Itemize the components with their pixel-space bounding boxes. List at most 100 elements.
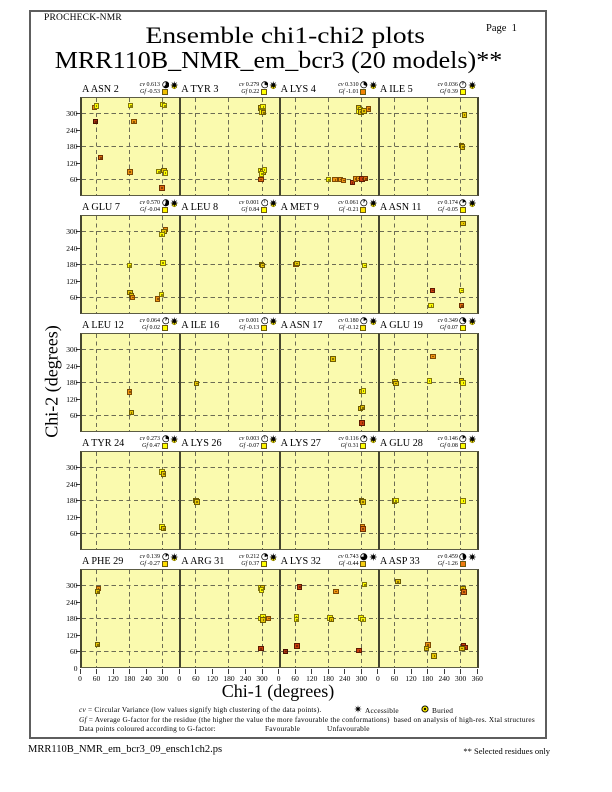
- gf-prefix: Gf: [142, 442, 148, 449]
- gf-prefix: Gf: [338, 88, 345, 95]
- data-point: [194, 499, 200, 505]
- data-point: [424, 645, 430, 651]
- data-point: [97, 154, 104, 161]
- x-tick-label: 60: [192, 674, 200, 683]
- cv-value: cv 0.613: [139, 81, 160, 88]
- residue-label: A ASN 2: [82, 84, 119, 95]
- cv-prefix: cv: [139, 435, 145, 442]
- legend-cv-text: = Circular Variance (low values signify …: [85, 705, 322, 714]
- data-point: [360, 405, 366, 411]
- gf-value: Gf -0.13: [239, 324, 260, 331]
- data-point: [155, 168, 162, 175]
- data-point: [460, 380, 466, 386]
- legend-line-cv: cv = Circular Variance (low values signi…: [79, 705, 321, 714]
- footer-filename: MRR110B_NMR_em_bcr3_09_ensch1ch2.ps: [28, 744, 223, 755]
- legend-accessible-label: Accessible: [365, 705, 399, 715]
- page-border: [29, 10, 547, 739]
- plot-gridline-h: [81, 382, 179, 383]
- data-point: [260, 617, 266, 623]
- x-tick-label: 0: [78, 674, 82, 683]
- gf-square-icon: [459, 88, 466, 95]
- residue-label: A LEU 12: [82, 320, 124, 331]
- plot-gridline-h: [280, 382, 378, 383]
- data-point: [282, 648, 289, 654]
- data-point: [360, 526, 366, 532]
- data-point: [265, 615, 272, 621]
- data-point: [360, 616, 366, 623]
- data-point: [459, 645, 465, 651]
- cv-value: cv 0.061: [338, 199, 359, 206]
- gf-value: Gf -0.04: [140, 206, 160, 213]
- gf-value: Gf -0.27: [140, 560, 160, 567]
- gf-prefix: Gf: [140, 206, 146, 213]
- gf-prefix: Gf: [439, 442, 446, 449]
- cv-value: cv 0.003: [238, 435, 260, 442]
- data-point: [361, 581, 368, 588]
- data-point: [193, 380, 200, 387]
- x-tick-label: 360: [471, 674, 483, 683]
- plot-gridline-h: [180, 533, 279, 534]
- cv-pie-icon: [360, 553, 368, 561]
- y-tick-label: 180: [66, 496, 78, 505]
- data-point: [160, 525, 167, 532]
- data-point: [360, 388, 366, 394]
- gf-value: Gf -0.21: [338, 206, 359, 213]
- x-tick-label: 60: [390, 674, 399, 683]
- x-tick-label: 300: [455, 674, 467, 683]
- plot-gridline-h: [280, 651, 378, 652]
- y-tick-label: 60: [70, 175, 78, 184]
- app-label: PROCHECK-NMR: [44, 13, 122, 23]
- x-tick-label: 0: [376, 674, 380, 683]
- plot-gridline-v: [360, 98, 362, 195]
- cv-prefix: cv: [238, 317, 245, 324]
- plot-gridline-h: [379, 349, 477, 350]
- x-tick-label: 180: [124, 674, 136, 683]
- data-point: [161, 103, 168, 109]
- x-tick-label: 0: [276, 674, 281, 683]
- y-tick-label: 120: [66, 158, 78, 168]
- plot-gridline-v: [360, 216, 362, 313]
- y-tick-label: 60: [70, 529, 78, 538]
- cv-pie-icon: [161, 435, 169, 443]
- data-point: [365, 106, 372, 112]
- data-point: [160, 260, 166, 266]
- y-tick-label: 300: [66, 581, 78, 590]
- data-point: [333, 588, 339, 594]
- cv-pie-icon: [459, 317, 467, 325]
- y-tick-label: 0: [73, 663, 78, 673]
- y-axis-tick: [75, 467, 80, 468]
- cv-pie-icon: [261, 81, 269, 89]
- cv-prefix: cv: [437, 81, 443, 88]
- cv-pie-icon: [459, 553, 467, 561]
- y-axis-tick: [75, 585, 80, 586]
- x-axis-tick: [261, 669, 263, 674]
- x-tick-label: 240: [239, 674, 252, 683]
- y-axis-tick: [75, 349, 80, 350]
- plot-gridline-h: [180, 231, 279, 232]
- accessible-buried-star-icon: [269, 80, 278, 89]
- residue-label: A ILE 5: [379, 84, 413, 95]
- page-title: Ensemble chi1-chi2 plots: [145, 23, 426, 49]
- plot-gridline-v: [162, 98, 164, 195]
- residue-label: A MET 9: [280, 202, 319, 213]
- gf-square-icon: [161, 206, 168, 213]
- cv-pie-icon: [261, 199, 269, 207]
- gf-square-icon: [459, 324, 466, 331]
- data-point: [430, 353, 436, 360]
- cv-value: cv 0.180: [338, 317, 359, 324]
- cv-value: cv 0.212: [238, 553, 260, 560]
- cv-prefix: cv: [238, 553, 245, 560]
- x-axis-tick: [145, 669, 147, 674]
- x-tick-label: 120: [107, 674, 119, 683]
- cv-value: cv 0.273: [139, 435, 160, 442]
- data-point: [258, 176, 264, 182]
- data-point: [330, 356, 336, 362]
- cv-prefix: cv: [139, 553, 145, 560]
- x-tick-label: 60: [291, 674, 299, 683]
- data-point: [459, 303, 465, 309]
- data-point: [128, 410, 134, 416]
- plot-gridline-v: [460, 216, 462, 313]
- plot-gridline-h: [81, 618, 179, 619]
- y-axis-tick: [75, 113, 80, 114]
